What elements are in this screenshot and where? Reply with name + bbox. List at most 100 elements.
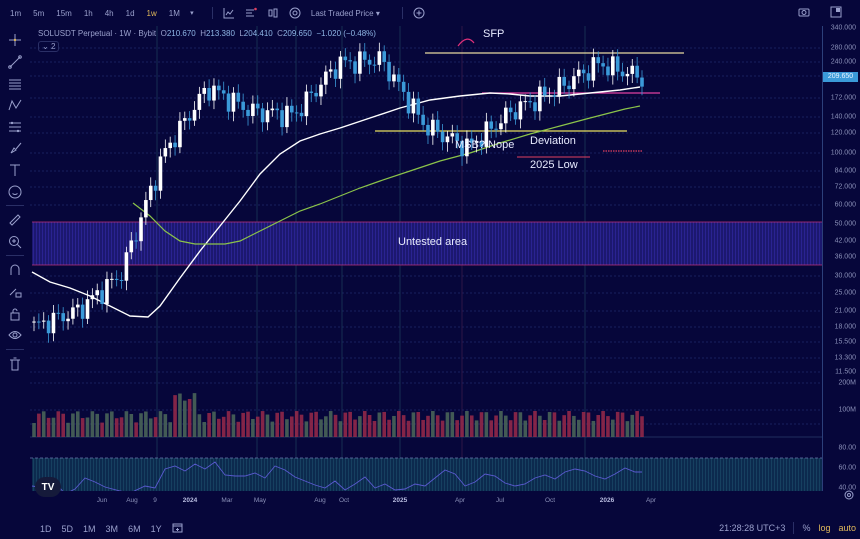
settings-icon[interactable] (844, 490, 854, 502)
open-label: O (160, 29, 167, 38)
symbol-label: SOLUSDT Perpetual · 1W · Bybit (38, 29, 157, 38)
replay-icon[interactable] (289, 7, 301, 19)
range-6m[interactable]: 6M (128, 523, 141, 534)
open-value: 210.670 (166, 29, 196, 38)
range-1y[interactable]: 1Y (150, 523, 162, 534)
tradingview-logo[interactable]: TV (35, 477, 61, 497)
ruler-icon[interactable] (7, 213, 23, 228)
price-tick: 21.000 (834, 307, 856, 315)
price-source-select[interactable]: Last Traded Price ▾ (310, 8, 380, 18)
time-tick: 2026 (599, 497, 615, 504)
timeframe-1d[interactable]: 1d (125, 8, 135, 18)
pattern-icon[interactable] (7, 98, 23, 113)
price-tick: 15.500 (834, 338, 856, 346)
price-tick: 280.000 (830, 44, 856, 52)
time-tick: May (253, 497, 267, 504)
chart-canvas (30, 26, 822, 491)
chevron-down-icon[interactable]: ▾ (190, 10, 194, 17)
clock: 21:28:28 UTC+3 (719, 523, 786, 533)
range-1m[interactable]: 1M (83, 523, 96, 534)
chart-pane[interactable]: SOLUSDT Perpetual · 1W · Bybit O210.670 … (30, 26, 822, 491)
projection-icon[interactable] (7, 120, 23, 135)
price-tick: 60.00 (838, 464, 856, 472)
lock-drawing-icon[interactable] (7, 285, 23, 300)
price-tick: 172.000 (830, 94, 856, 102)
annotation-untested-area: Untested area (398, 236, 468, 248)
lock-icon[interactable] (7, 306, 23, 321)
time-tick: Aug (126, 497, 138, 504)
time-tick: 2024 (182, 497, 198, 504)
range-1d[interactable]: 1D (40, 523, 52, 534)
divider (6, 255, 24, 257)
text-icon[interactable] (7, 163, 23, 178)
price-scale[interactable]: 209.650 340.000 280.000 240.000 172.000 140.… (822, 24, 860, 500)
timeframe-1M[interactable]: 1M (168, 8, 180, 18)
range-3m[interactable]: 3M (105, 523, 119, 534)
price-tick: 36.000 (834, 253, 856, 261)
timeframe-1m[interactable]: 1m (10, 8, 22, 18)
time-tick: Aug (314, 497, 326, 504)
ohlc-legend: SOLUSDT Perpetual · 1W · Bybit O210.670 … (38, 29, 376, 38)
log-toggle[interactable]: log (818, 523, 831, 533)
time-tick: Jul (495, 497, 505, 504)
high-label: H (200, 29, 206, 38)
fib-icon[interactable] (7, 76, 23, 91)
calendar-icon[interactable] (172, 522, 183, 535)
time-tick: Jun (96, 497, 108, 504)
bottom-bar: 1D 5D 1M 3M 6M 1Y 21:28:28 UTC+3 % log a… (0, 518, 860, 539)
emoji-icon[interactable] (7, 184, 23, 199)
price-source-label: Last Traded Price (310, 8, 374, 18)
timeframe-4h[interactable]: 4h (104, 8, 114, 18)
timeframe-1w[interactable]: 1w (146, 8, 157, 18)
indicators-icon[interactable] (223, 7, 235, 19)
camera-icon[interactable] (798, 6, 810, 18)
time-tick: 2025 (392, 497, 408, 504)
low-value: 204.410 (243, 29, 273, 38)
price-tick: 80.00 (838, 444, 856, 452)
time-tick: 9 (153, 497, 157, 504)
time-tick: Oct (544, 497, 556, 504)
price-tick: 18.000 (834, 323, 856, 331)
price-tick: 100M (838, 406, 856, 414)
timeframe-5m[interactable]: 5m (33, 8, 45, 18)
price-tick: 84.000 (834, 167, 856, 175)
divider (793, 522, 795, 534)
price-tick: 11.500 (835, 368, 856, 376)
compare-icon[interactable] (267, 7, 279, 19)
price-tick: 60.000 (834, 201, 856, 209)
zoom-in-icon[interactable] (7, 235, 23, 250)
price-tick: 25.000 (834, 289, 856, 297)
timeframe-15m[interactable]: 15m (56, 8, 72, 18)
current-price-label: 209.650 (823, 72, 858, 82)
price-tick: 340.000 (830, 24, 856, 32)
price-tick: 50.000 (834, 220, 856, 228)
timeframe-1h[interactable]: 1h (83, 8, 93, 18)
divider (401, 7, 403, 19)
price-tick: 200M (838, 379, 856, 387)
time-axis[interactable]: Jun Aug 9 2024 Mar May Aug Oct 2025 Apr Jul Oct 2026… (30, 497, 822, 511)
time-tick: Apr (454, 497, 466, 504)
percent-toggle[interactable]: % (802, 523, 811, 533)
templates-icon[interactable] (245, 7, 257, 19)
top-toolbar: 1m 5m 15m 1h 4h 1d 1w 1M ▾ Last Traded P… (0, 0, 860, 26)
magnet-icon[interactable] (7, 263, 23, 278)
indicators-collapse-button[interactable]: ⌄ 2 (38, 41, 60, 52)
trendline-icon[interactable] (7, 55, 23, 70)
trash-icon[interactable] (7, 356, 23, 371)
crosshair-icon[interactable] (7, 33, 23, 48)
low-label: L (239, 29, 244, 38)
annotation-sfp: SFP (483, 28, 505, 40)
range-5d[interactable]: 5D (61, 523, 74, 534)
annotation-msb: MSB? Nope (455, 139, 515, 151)
close-value: 209.650 (282, 29, 312, 38)
auto-toggle[interactable]: auto (838, 523, 856, 533)
add-icon[interactable] (413, 7, 425, 19)
price-tick: 40.00 (838, 484, 856, 492)
price-tick: 140.000 (830, 113, 856, 121)
divider (6, 348, 24, 350)
time-tick: Mar (221, 497, 233, 504)
price-tick: 13.300 (834, 354, 856, 362)
brush-icon[interactable] (7, 141, 23, 156)
fullscreen-icon[interactable] (830, 6, 842, 18)
eye-icon[interactable] (7, 328, 23, 343)
